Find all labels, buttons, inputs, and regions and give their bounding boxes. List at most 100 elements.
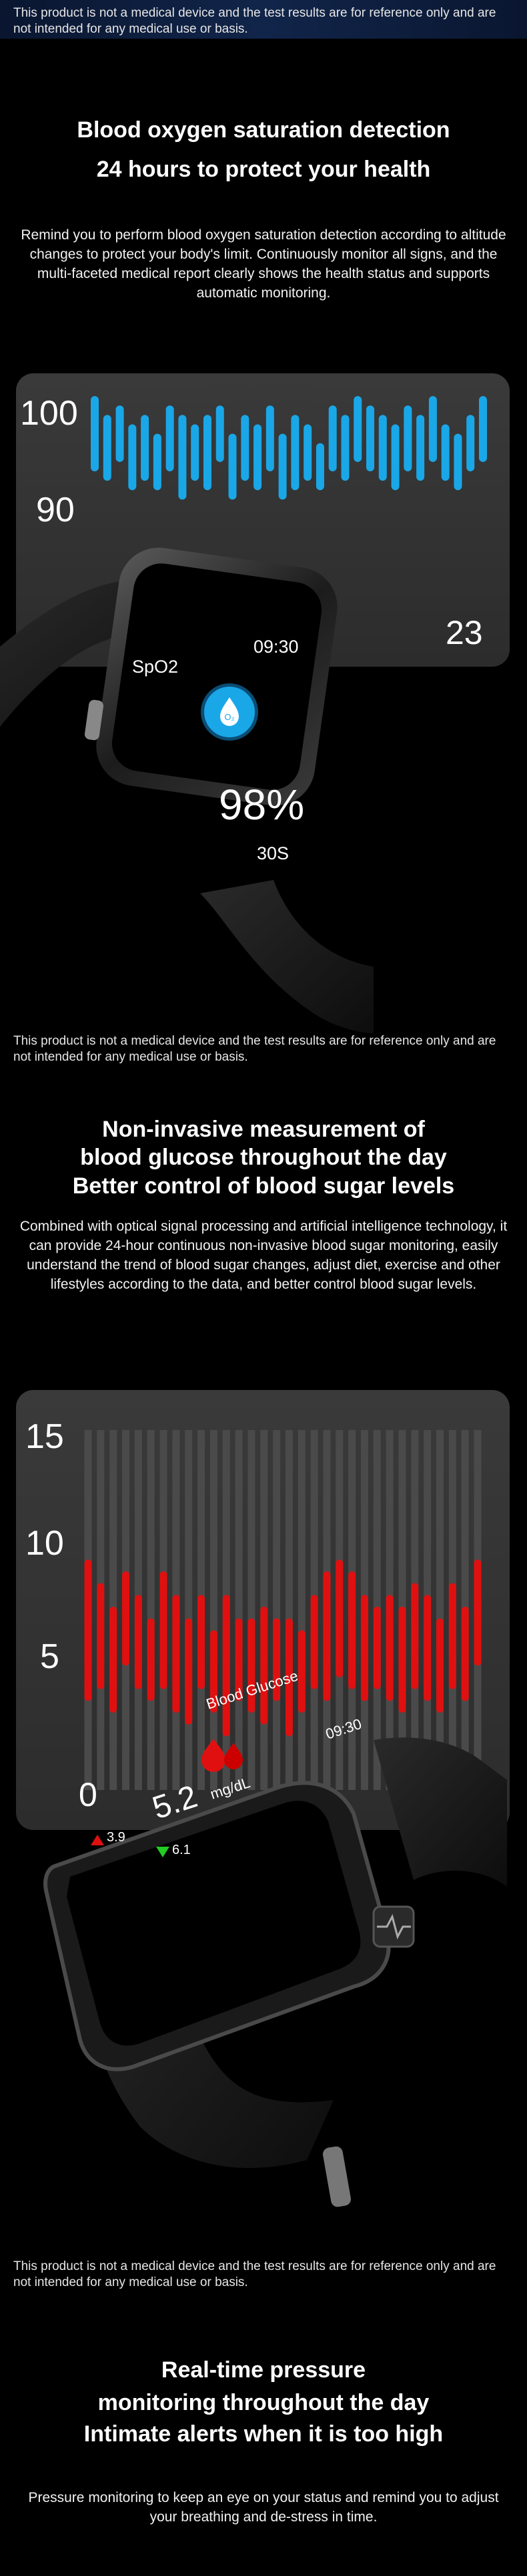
chart-bar: [165, 405, 174, 472]
spo2-title-line1: Blood oxygen saturation detection: [77, 117, 450, 143]
glucose-title-line2: blood glucose throughout the day: [80, 1145, 447, 1170]
chart-bar: [479, 396, 487, 462]
pressure-title-line2: monitoring throughout the day: [97, 2390, 430, 2415]
chart-bar: [134, 1595, 142, 1689]
chart-bar: [147, 1618, 155, 1701]
chart-bar: [128, 424, 137, 491]
chart-bar: [348, 1571, 356, 1689]
spo2-watch-duration: 30S: [257, 843, 290, 863]
chart-bar: [461, 1607, 469, 1701]
chart-bar: [253, 424, 262, 491]
spo2-watch-time: 09:30: [253, 637, 299, 657]
glucose-disclaimer: This product is not a medical device and…: [13, 2259, 496, 2289]
chart-bar: [411, 1583, 419, 1689]
glucose-bar-chart: [84, 1430, 482, 1790]
spo2-description: Remind you to perform blood oxygen satur…: [21, 227, 506, 301]
top-disclaimer-band: This product is not a medical device and…: [0, 0, 527, 39]
chart-bar: [215, 405, 224, 462]
chart-track: [285, 1430, 293, 1790]
chart-bar: [84, 1559, 92, 1701]
chart-bar: [122, 1571, 130, 1666]
chart-bar: [222, 1595, 230, 1737]
chart-bar: [424, 1595, 432, 1701]
chart-track: [209, 1430, 217, 1790]
spo2-watch-illustration: [0, 547, 374, 1033]
chart-bar: [153, 433, 161, 491]
chart-bar: [197, 1595, 205, 1689]
chart-bar: [285, 1618, 293, 1737]
chart-bar: [304, 424, 312, 481]
chart-bar: [328, 405, 337, 472]
glucose-watch-low: 3.9: [107, 1830, 125, 1845]
chart-bar: [454, 433, 462, 491]
chart-bar: [159, 1571, 167, 1689]
chart-bar: [474, 1559, 482, 1666]
chart-bar: [323, 1571, 331, 1701]
chart-track: [185, 1430, 193, 1790]
blood-drops-icon: [193, 1733, 253, 1773]
chart-bar: [241, 415, 249, 481]
glucose-ytick-1: 10: [25, 1524, 64, 1563]
chart-bar: [336, 1559, 344, 1677]
chart-bar: [266, 405, 274, 472]
chart-bar: [247, 1618, 255, 1713]
chart-bar: [178, 415, 187, 500]
chart-bar: [341, 415, 350, 481]
glucose-title-line3: Better control of blood sugar levels: [72, 1173, 455, 1199]
glucose-xtick-0: 0: [79, 1776, 97, 1813]
chart-bar: [366, 405, 375, 472]
chart-track: [298, 1430, 306, 1790]
chart-bar: [448, 1583, 456, 1689]
chart-bar: [354, 396, 362, 462]
glucose-description: Combined with optical signal processing …: [19, 1219, 508, 1292]
chart-bar: [278, 433, 287, 500]
glucose-ytick-2: 5: [40, 1637, 59, 1676]
chart-bar: [97, 1583, 105, 1689]
chart-bar: [103, 415, 111, 481]
chart-track: [247, 1430, 255, 1790]
chart-bar: [360, 1595, 368, 1701]
chart-track: [235, 1430, 243, 1790]
glucose-watch-high: 6.1: [172, 1843, 191, 1857]
chart-bar: [91, 396, 99, 472]
spo2-drop-icon: O₂: [204, 687, 255, 737]
glucose-chart-panel: 15 10 5 0 23: [16, 1390, 510, 1830]
chart-bar: [291, 415, 300, 491]
chart-bar: [172, 1595, 180, 1713]
chart-bar: [378, 415, 387, 481]
pressure-title-line1: Real-time pressure: [161, 2357, 366, 2383]
chart-track: [436, 1430, 444, 1790]
chart-bar: [398, 1607, 406, 1713]
disclaimer-text: This product is not a medical device and…: [13, 6, 496, 36]
chart-bar: [298, 1630, 306, 1713]
svg-text:O₂: O₂: [224, 712, 234, 722]
spo2-watch-value: 98%: [219, 781, 305, 829]
chart-track: [147, 1430, 155, 1790]
chart-bar: [373, 1607, 381, 1689]
pressure-title-line3: Intimate alerts when it is too high: [83, 2421, 444, 2447]
chart-bar: [109, 1607, 117, 1713]
chart-bar: [391, 424, 400, 491]
chart-bar: [428, 396, 437, 462]
chart-bar: [316, 443, 324, 491]
chart-bar: [185, 1618, 193, 1725]
glucose-title-line1: Non-invasive measurement of: [102, 1117, 425, 1142]
spo2-xtick-1: 23: [446, 614, 483, 651]
spo2-ytick-1: 90: [36, 491, 75, 529]
spo2-watch-label: SpO2: [132, 657, 179, 677]
high-arrow-icon: [156, 1847, 169, 1857]
glucose-ytick-0: 15: [25, 1417, 64, 1456]
chart-bar: [209, 1630, 217, 1713]
chart-bar: [404, 405, 412, 472]
chart-bar: [273, 1618, 281, 1701]
chart-bar: [416, 415, 425, 481]
spo2-ytick-0: 100: [20, 394, 78, 433]
chart-bar: [235, 1618, 243, 1701]
chart-bar: [310, 1595, 318, 1689]
low-arrow-icon: [91, 1835, 104, 1845]
chart-bar: [441, 424, 450, 481]
chart-bar: [141, 415, 149, 481]
chart-track: [273, 1430, 281, 1790]
chart-bar: [436, 1618, 444, 1713]
chart-bar: [191, 424, 199, 481]
